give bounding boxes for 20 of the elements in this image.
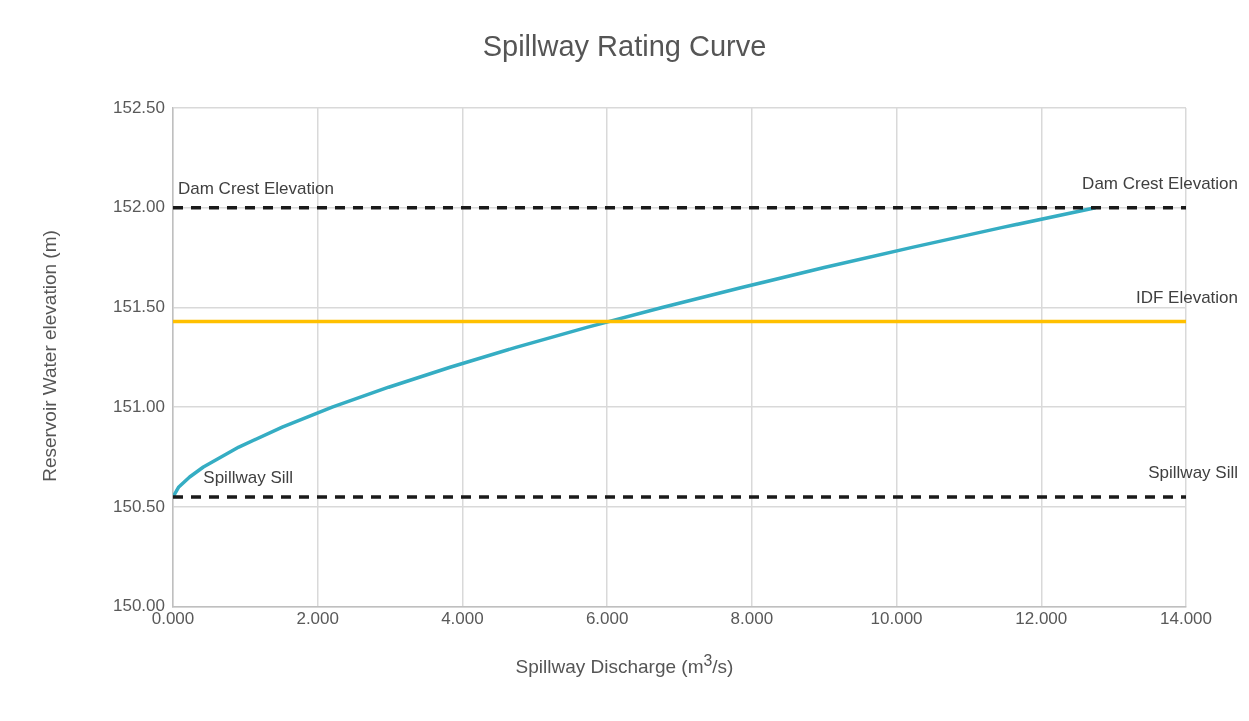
x-tick-label: 12.000 [1015, 609, 1068, 629]
x-axis-title: Spillway Discharge (m$^{3}$/s) [514, 652, 735, 679]
x-tick-label: 4.000 [441, 609, 484, 629]
x-tick-label: 8.000 [730, 609, 774, 629]
annotation: Dam Crest Elevation [178, 178, 334, 198]
x-tick-label: 6.000 [585, 609, 629, 629]
x-tick-label: 14.000 [1160, 609, 1212, 629]
y-tick-label: 151.50 [113, 297, 165, 317]
ref-line-label: Spillway Sill [1148, 463, 1238, 483]
y-tick-label: 151.00 [113, 396, 165, 416]
chart-title: Spillway Rating Curve [481, 30, 768, 63]
y-axis-title: Reservoir Water elevation (m) [39, 230, 61, 482]
annotation: Spillway Sill [203, 468, 294, 488]
ref-line-label: Dam Crest Elevation [1082, 173, 1238, 193]
x-tick-label: 2.000 [296, 609, 339, 629]
y-tick-label: 152.00 [113, 197, 165, 217]
y-tick-label: 150.50 [113, 496, 165, 516]
ref-line-label: IDF Elevation [1135, 287, 1238, 307]
x-tick-label: 10.000 [870, 609, 923, 629]
y-tick-label: 152.50 [113, 97, 165, 117]
